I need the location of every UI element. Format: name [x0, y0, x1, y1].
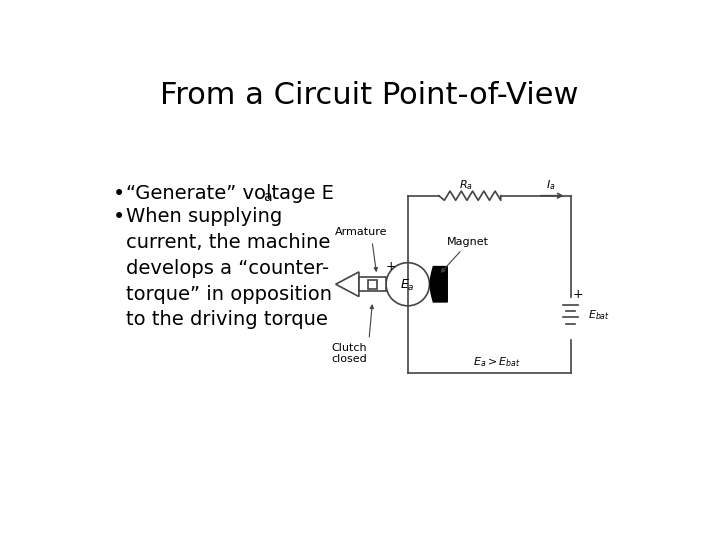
Text: “Generate” voltage E: “Generate” voltage E [126, 184, 333, 203]
Text: Magnet: Magnet [447, 237, 489, 247]
Text: From a Circuit Point-of-View: From a Circuit Point-of-View [160, 81, 578, 110]
Text: Clutch
closed: Clutch closed [332, 343, 367, 364]
Text: +: + [573, 288, 584, 301]
Polygon shape [431, 267, 447, 302]
Text: Armature: Armature [335, 227, 387, 237]
Text: •: • [113, 207, 125, 227]
Bar [359, 278, 386, 291]
Text: $E_a > E_{bat}$: $E_a > E_{bat}$ [473, 355, 521, 369]
Text: $E_{bat}$: $E_{bat}$ [588, 308, 610, 322]
Text: $I_a$: $I_a$ [546, 178, 556, 192]
Text: +: + [385, 260, 396, 273]
Text: $R_a$: $R_a$ [459, 178, 473, 192]
Text: a: a [264, 190, 272, 204]
Text: When supplying
current, the machine
develops a “counter-
torque” in opposition
t: When supplying current, the machine deve… [126, 207, 332, 329]
Text: $E_a$: $E_a$ [400, 278, 415, 293]
Bar [368, 280, 377, 289]
Text: •: • [113, 184, 125, 204]
